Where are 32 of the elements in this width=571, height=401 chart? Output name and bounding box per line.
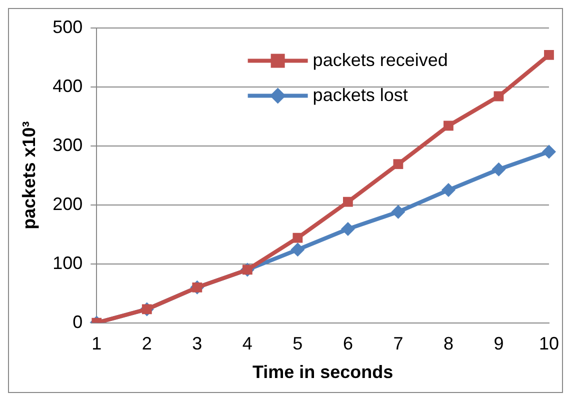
x-tick-label: 5 <box>292 334 303 354</box>
point <box>292 232 303 243</box>
x-tick-label: 8 <box>443 334 454 354</box>
x-tick-label: 2 <box>142 334 152 354</box>
x-axis-title: Time in seconds <box>252 362 394 382</box>
point <box>391 204 406 219</box>
legend-label: packets lost <box>312 84 408 105</box>
x-tick-label: 4 <box>242 334 252 354</box>
x-tick-label: 10 <box>538 334 560 354</box>
point <box>542 144 556 159</box>
point <box>441 183 456 198</box>
point <box>340 222 355 236</box>
y-tick-label: 200 <box>52 194 83 214</box>
y-axis-title: packets x10³ <box>18 121 39 230</box>
x-tick-label: 9 <box>494 334 504 354</box>
point <box>544 50 554 60</box>
point <box>290 242 305 257</box>
legend-label: packets received <box>312 50 448 70</box>
x-tick-label: 3 <box>192 334 202 354</box>
x-tick-label: 1 <box>92 334 102 354</box>
point <box>492 162 506 176</box>
x-tick-label: 6 <box>342 334 353 354</box>
point <box>393 159 404 170</box>
point <box>342 196 353 207</box>
y-tick-label: 500 <box>52 16 83 37</box>
y-tick-label: 300 <box>52 134 83 155</box>
point <box>444 120 454 131</box>
y-tick-label: 100 <box>52 252 83 273</box>
y-tick-label: 400 <box>52 76 83 96</box>
x-tick-label: 7 <box>393 334 404 354</box>
point <box>494 91 504 102</box>
y-tick-label: 0 <box>72 312 83 332</box>
